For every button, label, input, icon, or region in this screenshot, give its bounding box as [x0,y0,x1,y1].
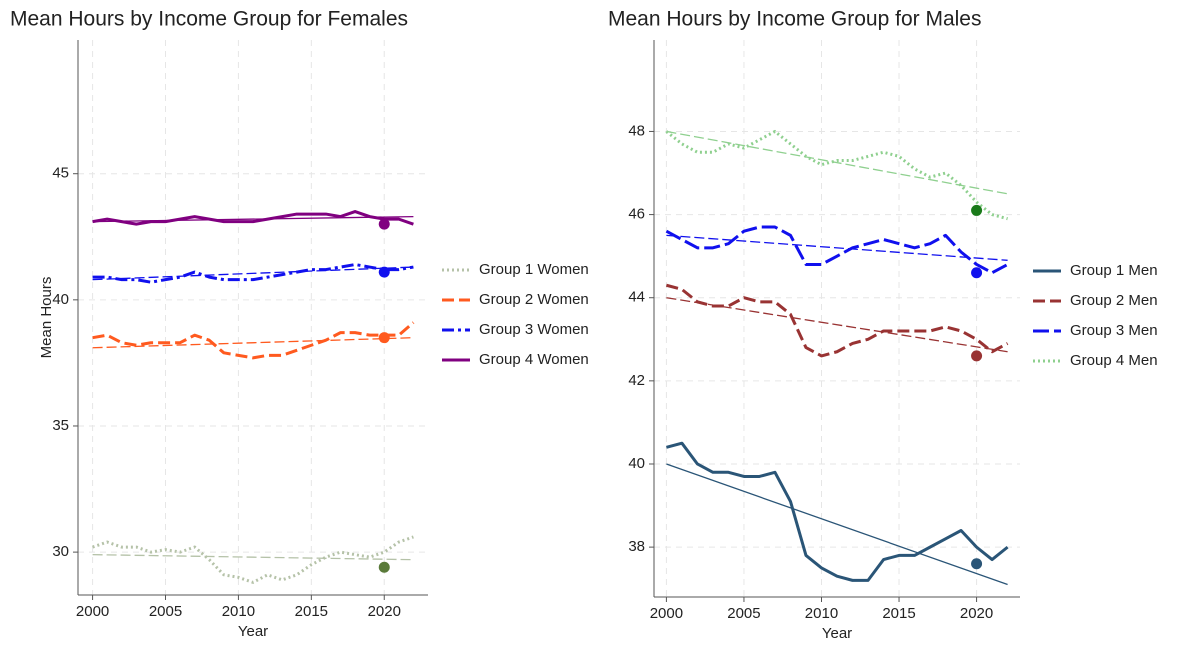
legend-entry: Group 2 Men [1033,292,1158,309]
point-marker [378,561,390,573]
point-marker [378,218,390,230]
trend-line [666,130,1008,195]
trend-line [92,266,414,281]
chart-title: Mean Hours by Income Group for Females [10,8,408,31]
legend-label: Group 3 Men [1070,322,1158,339]
point-marker [971,267,983,279]
x-tick-label: 2020 [960,605,993,622]
x-tick-label: 2010 [222,603,255,620]
series-line [92,263,414,284]
legend-entry: Group 4 Men [1033,352,1158,369]
legend-label: Group 1 Women [479,261,589,278]
chart-panel: Mean Hours by Income Group for Females 30… [10,8,589,640]
x-tick-label: 2005 [727,605,760,622]
x-tick-label: 2020 [368,603,401,620]
legend-entry: Group 4 Women [442,351,589,368]
legend-entry: Group 1 Women [442,261,589,278]
legend-label: Group 3 Women [479,321,589,338]
legend-label: Group 4 Men [1070,352,1158,369]
chart-title: Mean Hours by Income Group for Males [608,8,982,31]
legend-label: Group 2 Women [479,291,589,308]
y-tick-label: 40 [52,291,69,308]
trend-line [92,553,414,561]
y-tick-label: 48 [628,122,645,139]
y-axis-label: Mean Hours [38,277,55,359]
x-tick-label: 2015 [882,605,915,622]
y-tick-label: 44 [628,289,645,306]
y-tick-label: 38 [628,538,645,555]
x-axis-label: Year [238,623,268,640]
series-line [92,321,415,360]
legend-entry: Group 3 Women [442,321,589,338]
trend-line [92,215,414,223]
series-line [92,535,414,584]
series-line [666,441,1009,582]
point-marker [971,558,983,570]
x-tick-label: 2005 [149,603,182,620]
x-tick-label: 2000 [76,603,109,620]
series-line [665,225,1009,275]
y-tick-label: 45 [52,165,69,182]
point-marker [971,350,983,362]
series-line [92,210,414,226]
y-tick-label: 42 [628,372,645,389]
series-line [665,129,1008,221]
legend-label: Group 1 Men [1070,262,1158,279]
legend-label: Group 2 Men [1070,292,1158,309]
legend-entry: Group 1 Men [1033,262,1158,279]
y-tick-label: 30 [52,543,69,560]
x-axis-label: Year [822,625,852,642]
trend-line [666,234,1008,261]
legend-entry: Group 3 Men [1033,322,1158,339]
x-tick-label: 2000 [650,605,683,622]
point-marker [378,266,390,278]
trend-line [92,337,414,349]
y-tick-label: 46 [628,206,645,223]
point-marker [971,204,983,216]
x-tick-label: 2015 [295,603,328,620]
trend-line [666,463,1008,586]
point-marker [378,332,390,344]
legend-entry: Group 2 Women [442,291,589,308]
y-tick-label: 35 [52,417,69,434]
x-tick-label: 2010 [805,605,838,622]
chart-panel: Mean Hours by Income Group for Males 38 40… [608,8,1158,642]
legend-label: Group 4 Women [479,351,589,368]
series-line [666,283,1009,358]
y-tick-label: 40 [628,455,645,472]
